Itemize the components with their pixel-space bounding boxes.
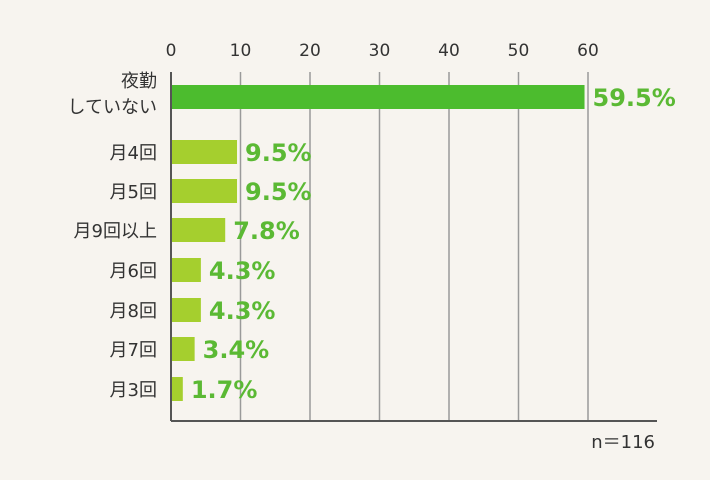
- sample-size-note: n＝116: [591, 432, 655, 453]
- category-label: 月7回: [110, 340, 157, 361]
- data-label: 9.5%: [245, 139, 312, 167]
- data-label: 3.4%: [203, 336, 270, 364]
- x-tick-label: 0: [166, 41, 177, 61]
- category-label: 月3回: [110, 380, 157, 401]
- x-tick-label: 40: [438, 41, 460, 61]
- data-label: 59.5%: [593, 84, 676, 112]
- category-label: 月5回: [110, 182, 157, 203]
- category-label: 月4回: [110, 143, 157, 164]
- data-labels: 59.5% 9.5% 9.5% 7.8% 4.3% 4.3% 3.4% 1.7%: [191, 84, 676, 404]
- bar: [171, 258, 201, 282]
- category-label-line: 夜勤: [121, 71, 157, 92]
- data-label: 4.3%: [209, 257, 276, 285]
- category-label: 月9回以上: [74, 221, 157, 242]
- x-axis-ticks: 0 10 20 30 40 50 60: [166, 41, 599, 61]
- x-tick-label: 30: [369, 41, 391, 61]
- category-label: 月8回: [110, 301, 157, 322]
- bar: [171, 218, 226, 242]
- category-label-line: していない: [68, 97, 157, 118]
- data-label: 1.7%: [191, 376, 258, 404]
- x-tick-label: 10: [230, 41, 252, 61]
- category-label: 月6回: [110, 261, 157, 282]
- data-label: 4.3%: [209, 297, 276, 325]
- data-label: 9.5%: [245, 178, 312, 206]
- x-tick-label: 50: [508, 41, 530, 61]
- x-tick-label: 60: [577, 41, 599, 61]
- bar: [171, 298, 201, 322]
- bar: [171, 337, 195, 361]
- bar: [171, 377, 183, 401]
- x-tick-label: 20: [299, 41, 321, 61]
- data-label: 7.8%: [233, 217, 300, 245]
- bar: [171, 179, 238, 203]
- bars: [171, 85, 585, 401]
- category-label: 夜勤していない: [68, 71, 157, 118]
- bar: [171, 85, 585, 109]
- grid-lines: [239, 72, 589, 421]
- bar: [171, 140, 238, 164]
